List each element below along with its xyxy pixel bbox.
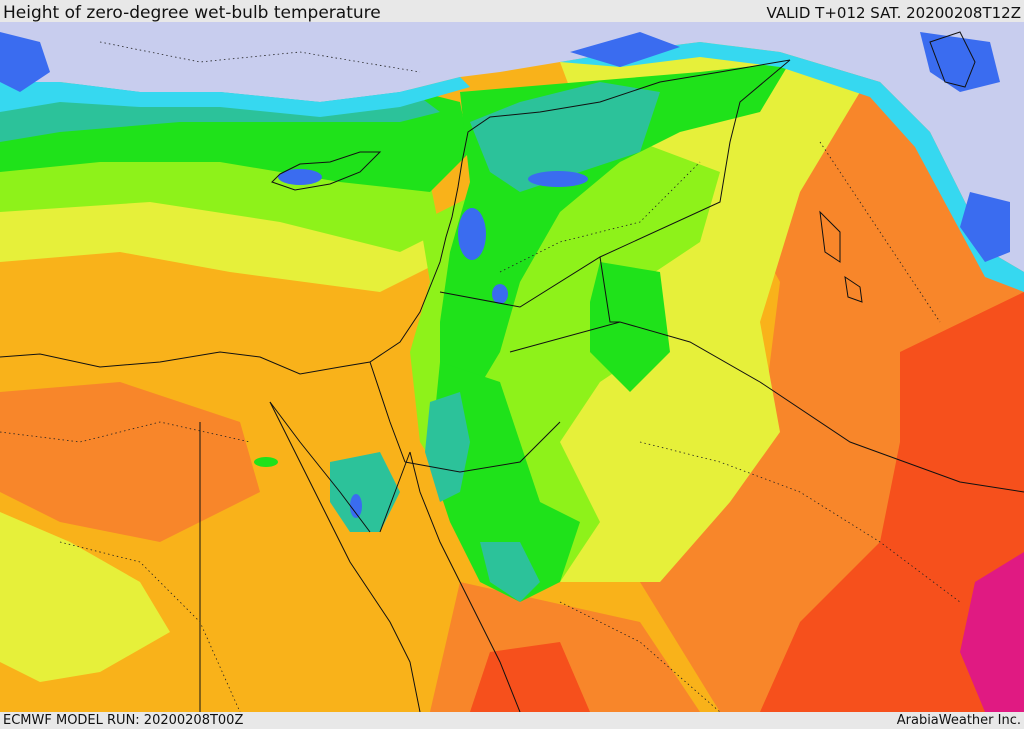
coastline-cyprus — [271, 151, 382, 191]
field-teal-syria — [470, 82, 660, 192]
field-cyan-fringe-west — [0, 77, 470, 117]
field-teal-deadsea — [425, 392, 470, 502]
field-blue-greece — [0, 32, 50, 92]
field-magenta — [960, 552, 1024, 712]
coastline-red-sea-east — [409, 451, 521, 712]
field-blue-sinai-peak — [350, 494, 362, 518]
field-blue-zagros — [960, 192, 1010, 262]
field-green-desert — [590, 262, 670, 392]
footer-bar — [0, 712, 1024, 729]
regional-boundaries — [0, 41, 961, 712]
border-syria-iraq — [439, 59, 791, 308]
map-title: Height of zero-degree wet-bulb temperatu… — [3, 3, 381, 23]
field-green-jordan — [430, 362, 580, 602]
field-blue-caspian-coast — [920, 32, 1000, 92]
boundary-dotted-syria — [499, 161, 701, 273]
field-blue-taurus — [528, 171, 588, 187]
field-cyan-fringe-east — [560, 42, 1024, 292]
field-green-eastern-desert — [254, 457, 278, 467]
coastline-lake-razazah — [844, 275, 863, 303]
coastline-lake-urmia — [929, 31, 976, 88]
coastline-gulf-aqaba — [379, 451, 411, 533]
boundary-dotted-turkey — [99, 41, 421, 73]
coastline-lake-tharthar — [819, 210, 841, 263]
field-blue-cyprus — [278, 169, 322, 185]
boundary-dotted-egypt-2 — [59, 541, 241, 712]
field-teal-sinai — [330, 452, 400, 532]
valid-time: VALID T+012 SAT. 20200208T12Z — [766, 4, 1021, 22]
boundary-dotted-iraq — [819, 141, 941, 323]
field-yellow-southwest — [0, 512, 170, 682]
field-red-orange-coast — [470, 642, 590, 712]
border-egypt-israel — [369, 361, 406, 463]
credit-text: ArabiaWeather Inc. — [896, 713, 1021, 728]
coastline-red-sea-west — [269, 401, 421, 712]
map-canvas — [0, 22, 1024, 712]
boundaries — [0, 31, 1024, 712]
field-teal-hejaz — [480, 542, 540, 602]
field-blue-lebanon — [458, 208, 486, 260]
boundary-dotted-saudi — [639, 441, 961, 603]
field-cold-north — [0, 22, 1024, 272]
header-bar — [0, 0, 1024, 22]
field-dark-orange-west — [0, 382, 260, 542]
field-red-orange — [760, 292, 1024, 712]
boundary-dotted-egypt-1 — [0, 421, 251, 443]
coastline-gulf-suez — [269, 401, 371, 533]
border-jordan-iraq — [599, 256, 620, 323]
field-blue-turkey — [570, 32, 680, 67]
field-blue-hermon — [492, 284, 508, 304]
coastline-mediterranean — [0, 59, 791, 375]
model-run: ECMWF MODEL RUN: 20200208T00Z — [3, 713, 244, 728]
border-jordan-saudi — [404, 421, 561, 473]
